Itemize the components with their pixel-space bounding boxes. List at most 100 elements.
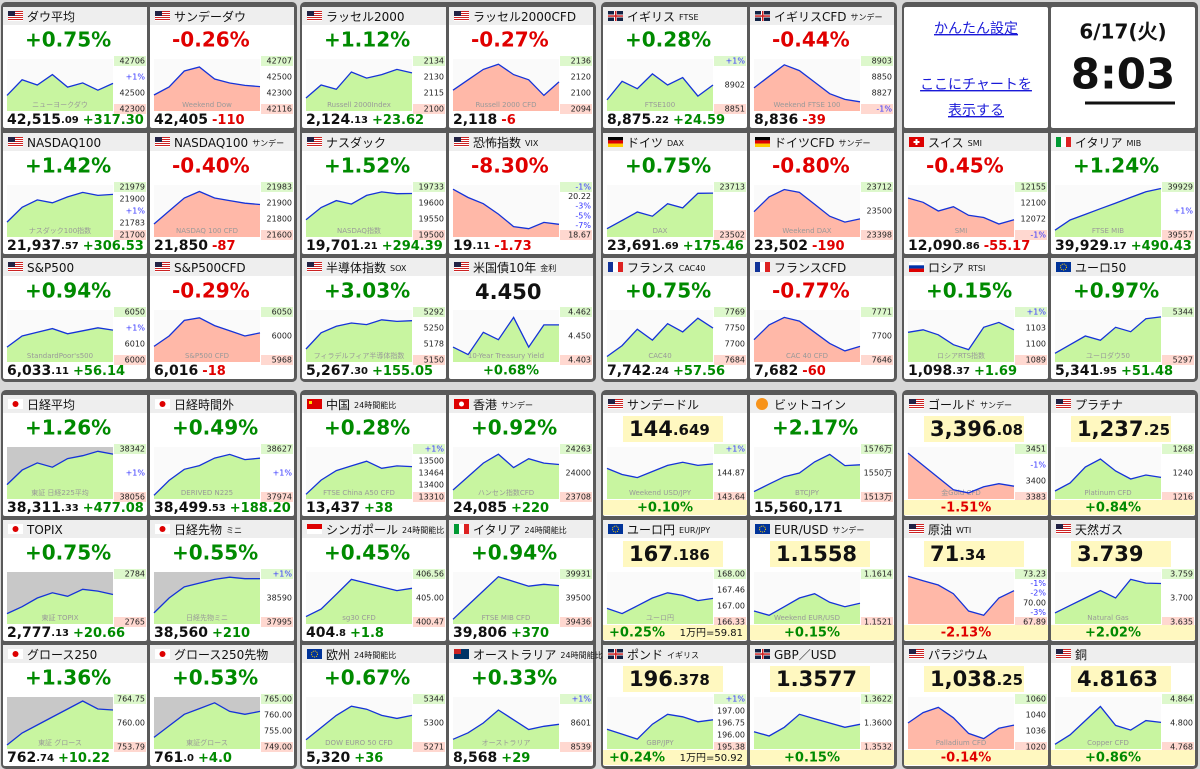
tile[interactable]: プラチナ Platinum CFD 1268 1240 1216 1,237.25 +0.8… [1051,395,1195,516]
axis-label: 23712 [867,183,892,192]
axis-label-bg [861,182,893,192]
chart-area [908,322,1014,362]
watermark: FTSE China A50 CFD [323,489,395,497]
flag [155,137,170,147]
axis-label: 3451 [1026,445,1046,454]
axis-label-bg [413,104,445,114]
tile[interactable]: 日経時間外 DERIVED N225 38627 +1% 37974 +0.49% 38,4… [150,395,294,516]
tile[interactable]: 欧州 24時間能比 DOW EURO 50 CFD 5344 5300 5271 +0.67… [302,645,446,766]
chart-link[interactable]: ここにチャートを [920,77,1032,93]
axis-label-bg [861,307,893,317]
sub: ミニ [226,526,242,535]
tile[interactable]: イギリスCFD サンデー Weekend FTSE 100 8903 8850 8827 -… [750,7,894,128]
price-dec: .649 [673,421,710,439]
tile-header [3,645,147,663]
tile[interactable]: 半導体指数 SOX フィラデルフィア半導体指数 5292 5250 5178 5150 +3.… [302,258,446,379]
tile[interactable]: 恐怖指数 VIX -1%20.22-3%-5%-7%18.67 -8.30% 19.11… [449,133,593,254]
axis-label: +1% [572,695,592,704]
price-int: 42,405 [154,112,208,128]
axis-label-bg [560,444,592,454]
sub: サンデー [851,12,883,22]
tile[interactable]: ユーロ50 ユーロダウ50 5344 5297 +0.97% 5,341.95 +51.48 [1051,258,1195,379]
flag-part [155,137,162,142]
name: NASDAQ100 [174,136,248,150]
tile-header [3,258,147,276]
axis-label-bg [114,444,146,454]
price-dec: .30 [350,366,368,377]
flag-part [909,530,924,531]
change-pct: +0.94% [25,279,111,303]
tile[interactable]: NASDAQ100 ナスダック100指数 21979 21900 +1% 21783 217… [3,133,147,254]
tile-name: サンデードル [627,397,699,412]
tile[interactable]: 天然ガス Natural Gas 3.759 3.700 3.635 3.739 +2.02… [1051,520,1195,641]
axis-label: 42500 [120,89,145,98]
tile[interactable]: サンデーダウ Weekend Dow 42707 42500 42300 42116 -0.… [150,7,294,128]
tile[interactable]: ユーロ円 EUR/JPYユーロ円168.00167.46167.00166.331… [603,520,747,641]
axis-label: 21800 [267,215,292,224]
tile[interactable]: ロシア RTSI ロシアRTS指数 +1% 1103 1100 1089 +0.15% 1,09… [904,258,1048,379]
chart-line [1054,187,1162,231]
tile-header [150,258,294,276]
tile[interactable]: フランスCFD CAC 40 CFD 7771 7700 7646 -0.77% 7,682… [750,258,894,379]
change: -55.17 [984,239,1031,254]
axis-label: 4.450 [568,332,591,341]
tile[interactable]: ラッセル2000 Russell 2000Index 2134 2130 2115 210… [302,7,446,128]
watermark: ロシアRTS指数 [937,351,985,360]
tile[interactable]: EUR/USD サンデー Weekend EUR/USD 1.1614 1.1521 1.… [750,520,894,641]
price: 761.0 +4.0 [154,750,232,766]
tile[interactable]: GBP／USD 1.3622 1.3600 1.3532 1.3577 +0.15% [750,645,894,766]
axis-label: -1% [876,105,892,114]
tile[interactable]: S&P500 StandardPoor's500 6050 +1% 6010 6000 +0… [3,258,147,379]
tile[interactable]: S&P500CFD S&P500 CFD 6050 6000 5968 -0.29% 6,0… [150,258,294,379]
flag-part [909,407,924,408]
tile[interactable]: グロース250 東証 グロース 764.75 760.00 753.79 +1.36% 76… [3,645,147,766]
change-pct: +0.28% [324,416,410,440]
watermark: ユーロ円 [646,614,674,622]
tile-name: フランス CAC40 [627,261,705,275]
chart-link[interactable]: 表示する [948,103,1004,119]
tile[interactable]: サンデードル Weekend USD/JPY +1% 144.87 143.64 144.… [603,395,747,516]
tile[interactable]: 米国債10年 金利 10-Year Treasury Yield 4.462 4.450… [449,258,593,379]
axis-label: 19600 [419,199,444,208]
tile[interactable]: ドイツ DAX DAX 23713 23502 +0.75% 23,691.69 +175.4… [603,133,747,254]
tile[interactable]: シンガポール 24時間能比 sg30 CFD 406.56 405.00 400.47 +0… [302,520,446,641]
tile[interactable]: 銅 Copper CFD 4.864 4.800 4.768 4.8163 +0.86% [1051,645,1195,766]
change-pct: +0.49% [172,416,258,440]
sub: SOX [390,264,407,273]
tile[interactable]: ポンド イギリス GBP/JPY +1% 197.00 196.75 196.00 195.3… [603,645,747,766]
tile[interactable]: パラジウム Palladium CFD 1060 1040 1036 1020 1,038.… [904,645,1048,766]
name: 半導体指数 [326,260,386,275]
tile[interactable]: ビットコイン BTCJPY 1576万 1550万 1513万 +2.17% 15,560,… [750,395,894,516]
tile[interactable]: フランス CAC40 CAC40 7769 7750 7700 7684 +0.75% 7,74… [603,258,747,379]
flag-part [608,524,623,534]
name: プラチナ [1075,398,1123,412]
tile[interactable]: NASDAQ100 サンデー NASDAQ 100 CFD 21983 21900 218… [150,133,294,254]
chart-area [154,702,260,749]
flag [755,262,770,272]
tile[interactable]: イタリア MIB FTSE MIB 39929 +1% 39557 +1.24% 39,929… [1051,133,1195,254]
tile[interactable]: ドイツCFD サンデー Weekend DAX 23712 23500 23398 -0.8… [750,133,894,254]
name: S&P500 [27,261,74,275]
price: 38,311.33 +477.08 [7,500,144,516]
price: 38,560 +210 [154,625,250,641]
flag [608,649,623,659]
tile[interactable]: スイス SMI SMI 12155 12100 12072 -1% -0.45% 12,090.… [904,133,1048,254]
tile[interactable]: ラッセル2000CFD Russell 2000 CFD 2136 2120 2100 2… [449,7,593,128]
axis-label: 21783 [120,219,145,228]
tile[interactable]: イタリア 24時間能比 FTSE MIB CFD 39931 39500 39436 +0.… [449,520,593,641]
settings-link[interactable]: かんたん設定 [934,21,1018,37]
axis-label: 23502 [720,231,745,240]
sub: 24時間能比 [354,650,396,660]
tile[interactable]: 原油 WTI 73.23-1%-2%70.00-3%67.89 71.34 -2.13% [904,520,1048,641]
tile[interactable]: イギリス FTSE FTSE100 +1% 8902 8851 +0.28% 8,875.22… [603,7,747,128]
tile[interactable]: TOPIX 東証 TOPIX 2784 2765 +0.75% 2,777.13 +20.6… [3,520,147,641]
tile[interactable]: ナスダック NASDAQ指数 19733 19600 19550 19500 +1.52% 1… [302,133,446,254]
tile[interactable]: 中国 24時間能比 FTSE China A50 CFD +1% 13500 13464 1… [302,395,446,516]
